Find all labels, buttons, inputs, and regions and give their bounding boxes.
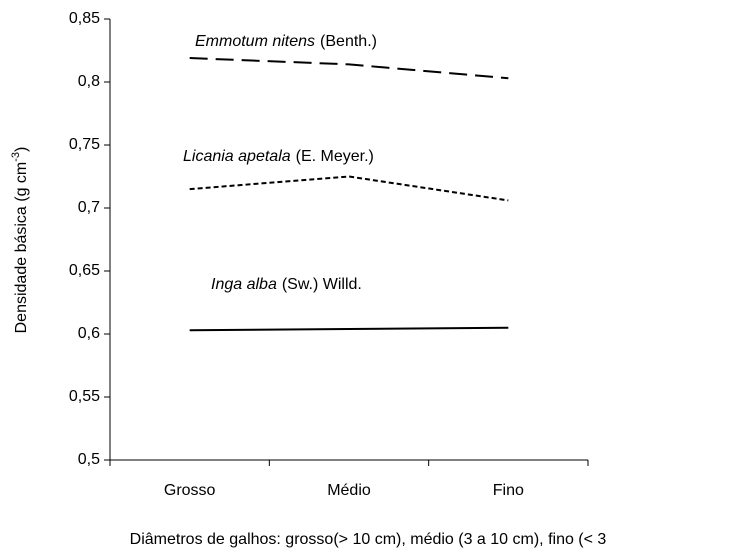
series-line	[189, 57, 509, 80]
series-name: Licania apetala	[183, 148, 291, 165]
series-authority: (Benth.)	[320, 33, 377, 50]
y-tick-label: 0,65	[69, 262, 100, 279]
series-line	[189, 326, 509, 332]
series-label: Emmotum nitens (Benth.)	[195, 33, 377, 50]
x-axis-title: Diâmetros de galhos: grosso(> 10 cm), mé…	[130, 531, 607, 548]
y-tick-label: 0,8	[78, 73, 100, 90]
series-label: Inga alba (Sw.) Willd.	[211, 276, 362, 293]
y-axis-title-text: Densidade básica (g cm	[13, 162, 30, 334]
x-tick-label: Médio	[327, 482, 371, 499]
series-label: Licania apetala (E. Meyer.)	[183, 148, 374, 165]
y-axis-title-suffix: )	[13, 147, 30, 152]
x-tick-label: Grosso	[164, 482, 216, 499]
y-tick-label: 0,55	[69, 388, 100, 405]
x-tick-label: Fino	[493, 482, 524, 499]
series-name: Emmotum nitens	[195, 33, 315, 50]
y-tick-label: 0,6	[78, 325, 100, 342]
series-authority: (Sw.) Willd.	[282, 276, 362, 293]
y-tick-label: 0,75	[69, 136, 100, 153]
y-axis-title-sup: -3	[10, 152, 22, 162]
series-authority: (E. Meyer.)	[296, 148, 374, 165]
y-tick-label: 0,7	[78, 199, 100, 216]
series-name: Inga alba	[211, 276, 277, 293]
series-line	[189, 175, 509, 202]
y-tick-label: 0,85	[69, 10, 100, 27]
y-axis-title: Densidade básica (g cm-3)	[10, 147, 30, 334]
y-tick-label: 0,5	[78, 451, 100, 468]
